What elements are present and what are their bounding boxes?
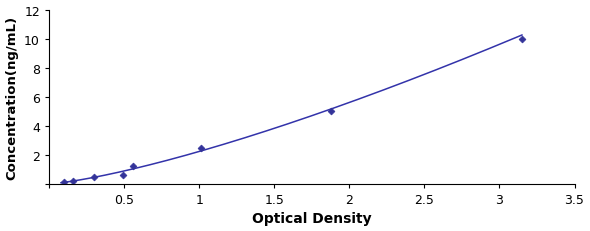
X-axis label: Optical Density: Optical Density bbox=[252, 212, 372, 225]
Y-axis label: Concentration(ng/mL): Concentration(ng/mL) bbox=[5, 15, 18, 179]
